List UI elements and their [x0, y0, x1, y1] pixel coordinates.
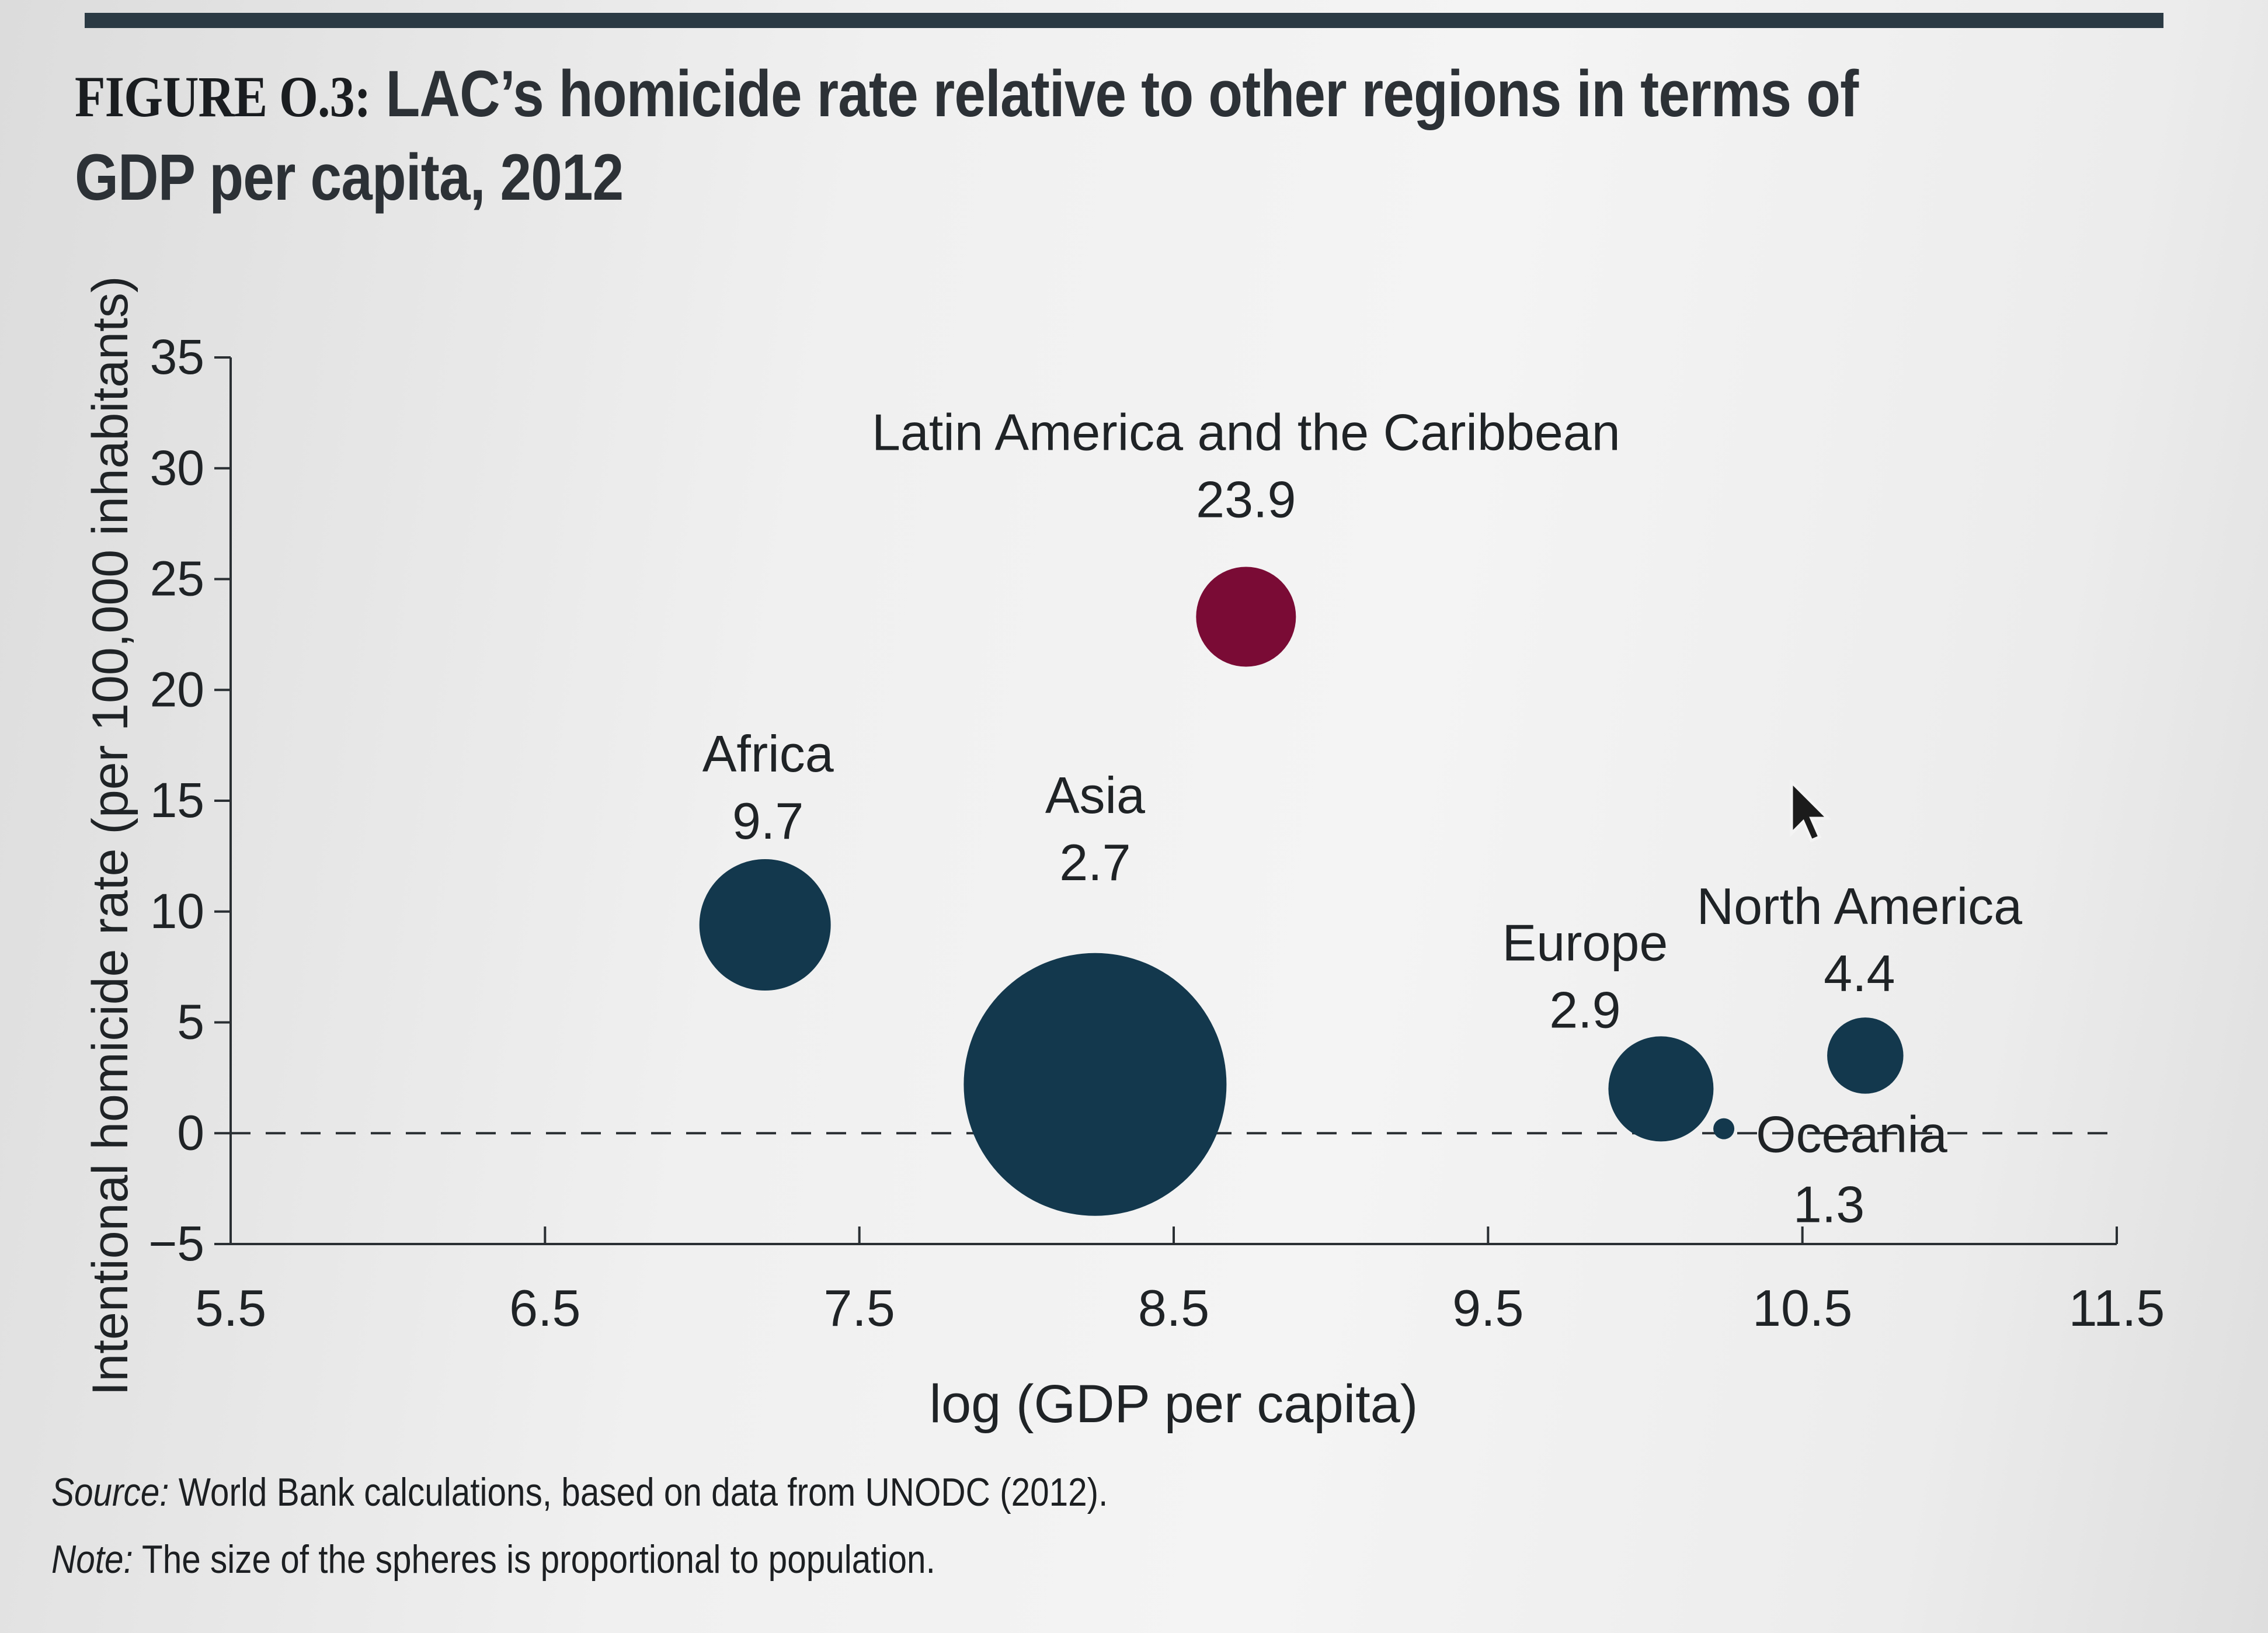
source-label: Source: [51, 1470, 169, 1514]
africa-label: Africa [702, 725, 834, 783]
note-label: Note: [51, 1537, 133, 1582]
north-america-label: North America [1697, 877, 2023, 935]
y-axis-title: Intentional homicide rate (per 100,000 i… [82, 276, 138, 1395]
x-tick-label: 6.5 [509, 1279, 580, 1337]
y-tick-label: 15 [150, 773, 204, 828]
y-tick-label: 10 [150, 884, 204, 939]
asia-value-label: 2.7 [1059, 833, 1130, 891]
note-text: The size of the spheres is proportional … [133, 1537, 935, 1582]
figure-title-text: LAC’s homicide rate relative to other re… [75, 57, 1859, 214]
north-america-value-label: 4.4 [1824, 944, 1895, 1002]
x-tick-label: 7.5 [823, 1279, 895, 1337]
top-rule [85, 13, 2163, 28]
x-tick-label: 5.5 [195, 1279, 266, 1337]
europe-bubble [1608, 1036, 1714, 1142]
oceania-label: Oceania [1756, 1106, 1947, 1163]
source-line: Source: World Bank calculations, based o… [51, 1466, 1108, 1519]
oceania-bubble [1713, 1118, 1735, 1139]
latin-america-bubble [1196, 567, 1296, 667]
x-tick-label: 11.5 [2069, 1279, 2165, 1337]
y-tick-label: 35 [150, 329, 204, 384]
latin-america-label: Latin America and the Caribbean [872, 404, 1620, 461]
y-tick-label: 30 [150, 440, 204, 495]
y-tick-label: 0 [177, 1105, 204, 1160]
figure-title: FIGURE O.3: LAC’s homicide rate relative… [75, 54, 1883, 218]
x-tick-label: 8.5 [1138, 1279, 1209, 1337]
y-tick-label: 5 [177, 995, 204, 1050]
x-tick-label: 9.5 [1452, 1279, 1523, 1337]
x-axis-title: log (GDP per capita) [930, 1374, 1418, 1434]
x-tick-label: 10.5 [1752, 1279, 1852, 1337]
oceania-value-label: 1.3 [1793, 1176, 1865, 1234]
africa-bubble [699, 859, 831, 991]
y-tick-label: −5 [148, 1216, 204, 1271]
asia-label: Asia [1045, 766, 1145, 824]
africa-value-label: 9.7 [732, 792, 803, 850]
latin-america-value-label: 23.9 [1196, 471, 1296, 529]
source-text: World Bank calculations, based on data f… [169, 1470, 1108, 1514]
asia-bubble [963, 953, 1227, 1216]
mouse-pointer-icon [1790, 780, 1832, 843]
y-tick-label: 20 [150, 662, 204, 717]
north-america-bubble [1827, 1017, 1904, 1094]
note-line: Note: The size of the spheres is proport… [51, 1533, 935, 1586]
figure-number: FIGURE O.3: [75, 64, 371, 129]
europe-value-label: 2.9 [1549, 981, 1620, 1038]
y-tick-label: 25 [150, 551, 204, 606]
europe-label: Europe [1502, 913, 1668, 971]
